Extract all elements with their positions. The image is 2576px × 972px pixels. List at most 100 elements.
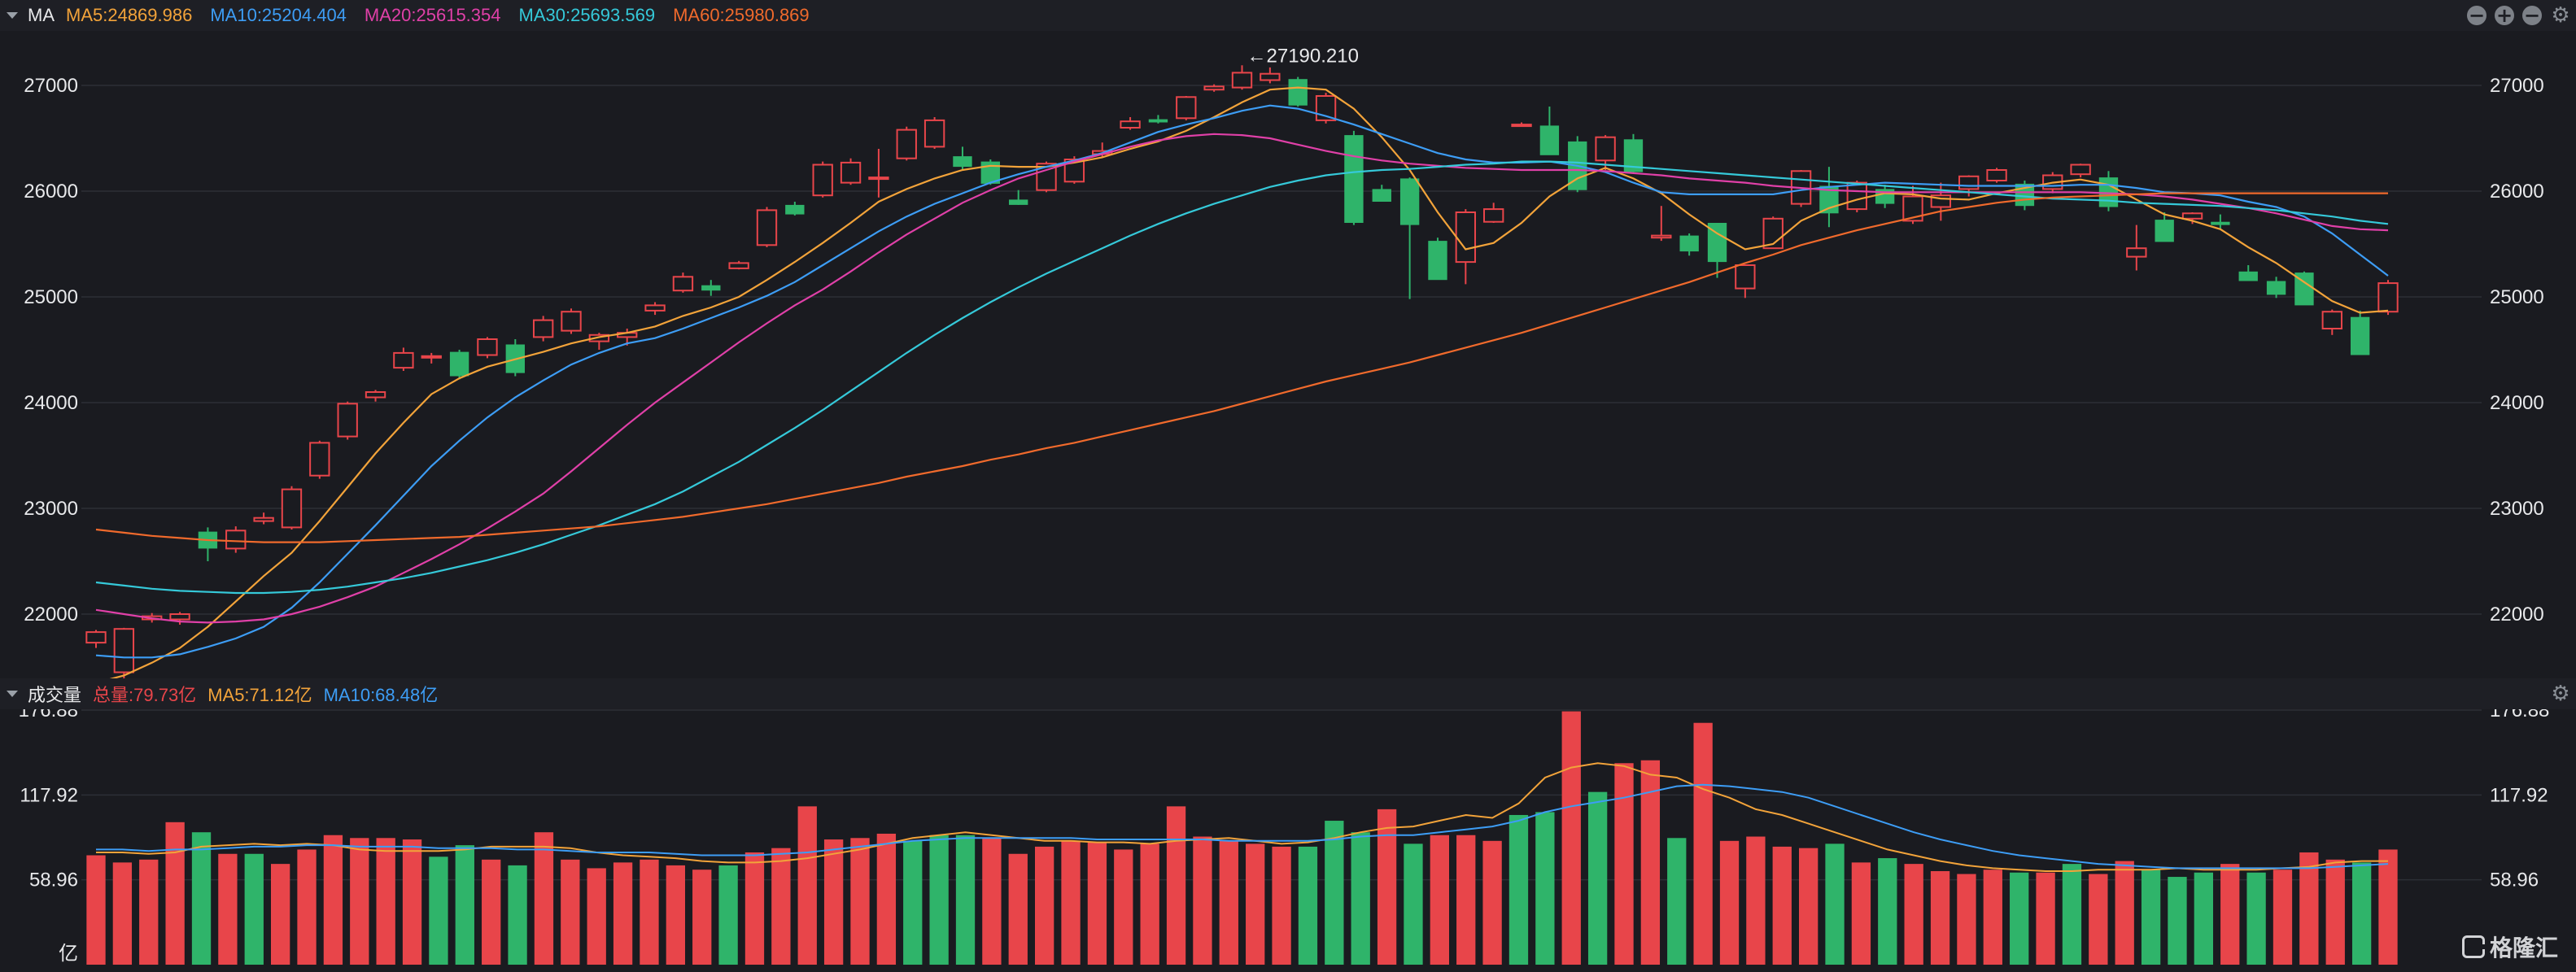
- volume-bar-up: [771, 848, 791, 965]
- volume-settings-gear-icon[interactable]: ⚙: [2551, 682, 2570, 706]
- price-tick-left: 24000: [24, 392, 78, 414]
- candle-body-down: [1372, 189, 1391, 202]
- candle-body-up: [923, 119, 945, 148]
- volume-bar-down: [1825, 843, 1845, 965]
- volume-bar-up: [1456, 835, 1476, 965]
- volume-bar-up: [1983, 870, 2002, 965]
- volume-bar-up: [376, 838, 395, 965]
- volume-bar-up: [1561, 711, 1581, 965]
- volume-bar-up: [2220, 864, 2240, 965]
- volume-bar-down: [929, 835, 949, 965]
- candle-body-down: [1008, 199, 1028, 205]
- collapse-caret-icon[interactable]: [7, 12, 18, 19]
- price-tick-right: 23000: [2490, 498, 2544, 520]
- candle-body-up: [588, 333, 610, 342]
- candle-body-up: [253, 517, 274, 522]
- volume-bar-up: [1219, 840, 1238, 965]
- candle-body-up: [393, 351, 414, 369]
- candle-body-up: [1063, 159, 1085, 183]
- volume-bar-up: [2089, 874, 2108, 965]
- volume-bar-up: [2036, 872, 2055, 965]
- add-indicator-icon[interactable]: +: [2495, 4, 2514, 27]
- volume-bar-up: [1193, 836, 1212, 965]
- candle-body-up: [644, 304, 666, 312]
- legend-ma20: MA20:25615.354: [364, 5, 501, 25]
- volume-bar-up: [666, 865, 686, 965]
- candle-body-up: [561, 311, 582, 332]
- volume-bar-up: [1272, 846, 1291, 965]
- volume-ma-line-ma5: [96, 762, 2388, 872]
- volume-bar-up: [2378, 849, 2398, 965]
- volume-bar-up: [1957, 874, 1976, 965]
- volume-collapse-caret-icon[interactable]: [7, 691, 18, 697]
- volume-bar-down: [903, 840, 923, 965]
- price-tick-left: 26000: [24, 181, 78, 203]
- indicator-label[interactable]: MA: [28, 5, 55, 25]
- candle-body-up: [169, 613, 190, 621]
- candle-body-down: [953, 156, 972, 168]
- volume-bar-up: [850, 838, 870, 965]
- price-tick-right: 22000: [2490, 604, 2544, 625]
- volume-bar-down: [191, 832, 212, 965]
- candle-body-up: [477, 338, 498, 356]
- candle-body-up: [1595, 136, 1616, 162]
- candle-body-down: [2266, 281, 2286, 295]
- volume-tick-right: 58.96: [2490, 870, 2539, 891]
- volume-bar-up: [2115, 861, 2134, 965]
- candle-body-down: [1428, 241, 1447, 281]
- ma-line-ma10: [95, 104, 2389, 659]
- volume-tick-right: 117.92: [2490, 784, 2548, 806]
- candle-body-up: [2181, 212, 2203, 220]
- candle-body-up: [1902, 195, 1923, 222]
- volume-bar-down: [1535, 812, 1555, 965]
- volume-panel-header: 成交量 总量:79.73亿 MA5:71.12亿 MA10:68.48亿 ⚙: [0, 678, 2576, 709]
- volume-bar-down: [1298, 846, 1318, 965]
- volume-title[interactable]: 成交量: [28, 685, 82, 705]
- volume-bar-down: [2062, 864, 2082, 965]
- price-tick-right: 24000: [2490, 392, 2544, 414]
- decrease-param-icon[interactable]: −: [2467, 4, 2486, 27]
- candle-body-up: [1958, 175, 1980, 190]
- candle-body-down: [2211, 221, 2230, 225]
- volume-bar-up: [1482, 840, 1502, 965]
- volume-bar-down: [2351, 862, 2372, 965]
- volume-bar-down: [1667, 838, 1687, 965]
- logo-mark-icon: [2461, 935, 2485, 958]
- volume-bar-up: [2299, 852, 2319, 965]
- volume-bar-up: [2273, 870, 2293, 965]
- settings-gear-icon[interactable]: ⚙: [2551, 3, 2570, 28]
- volume-bar-up: [112, 862, 133, 965]
- candle-body-down: [1707, 223, 1727, 263]
- volume-ma-line-ma10: [96, 783, 2389, 870]
- volume-bar-down: [718, 865, 738, 965]
- volume-bar-up: [1930, 870, 1950, 965]
- volume-bar-up: [1693, 722, 1713, 965]
- volume-bar-up: [1640, 760, 1661, 965]
- candle-body-down: [2350, 316, 2370, 355]
- volume-bar-down: [508, 865, 527, 965]
- volume-bar-down: [2194, 872, 2214, 965]
- price-tick-right: 27000: [2490, 75, 2544, 97]
- volume-bar-up: [982, 838, 1002, 965]
- candle-body-down: [701, 285, 721, 291]
- volume-bar-up: [1719, 840, 1740, 965]
- volume-bar-down: [1508, 814, 1529, 965]
- candle-body-down: [1344, 135, 1364, 223]
- candle-body-up: [1735, 264, 1756, 290]
- legend-ma30: MA30:25693.569: [518, 5, 656, 25]
- price-panel-tools: − + − ⚙: [2467, 0, 2571, 31]
- candle-body-down: [1539, 125, 1560, 155]
- candle-body-up: [840, 161, 862, 184]
- volume-bar-down: [2141, 870, 2161, 965]
- watermark-logo: 格隆汇: [2461, 931, 2558, 963]
- volume-bar-up: [86, 855, 106, 965]
- volume-bar-up: [323, 835, 343, 965]
- collapse-panel-icon[interactable]: −: [2522, 4, 2542, 27]
- volume-bar-up: [1904, 864, 1923, 965]
- candle-body-up: [1455, 211, 1477, 264]
- ma-line-ma20: [95, 133, 2389, 624]
- volume-unit-label: 亿: [59, 943, 78, 965]
- candle-body-up: [1483, 208, 1504, 223]
- logo-text: 格隆汇: [2489, 935, 2558, 961]
- volume-bar-up: [1008, 853, 1028, 965]
